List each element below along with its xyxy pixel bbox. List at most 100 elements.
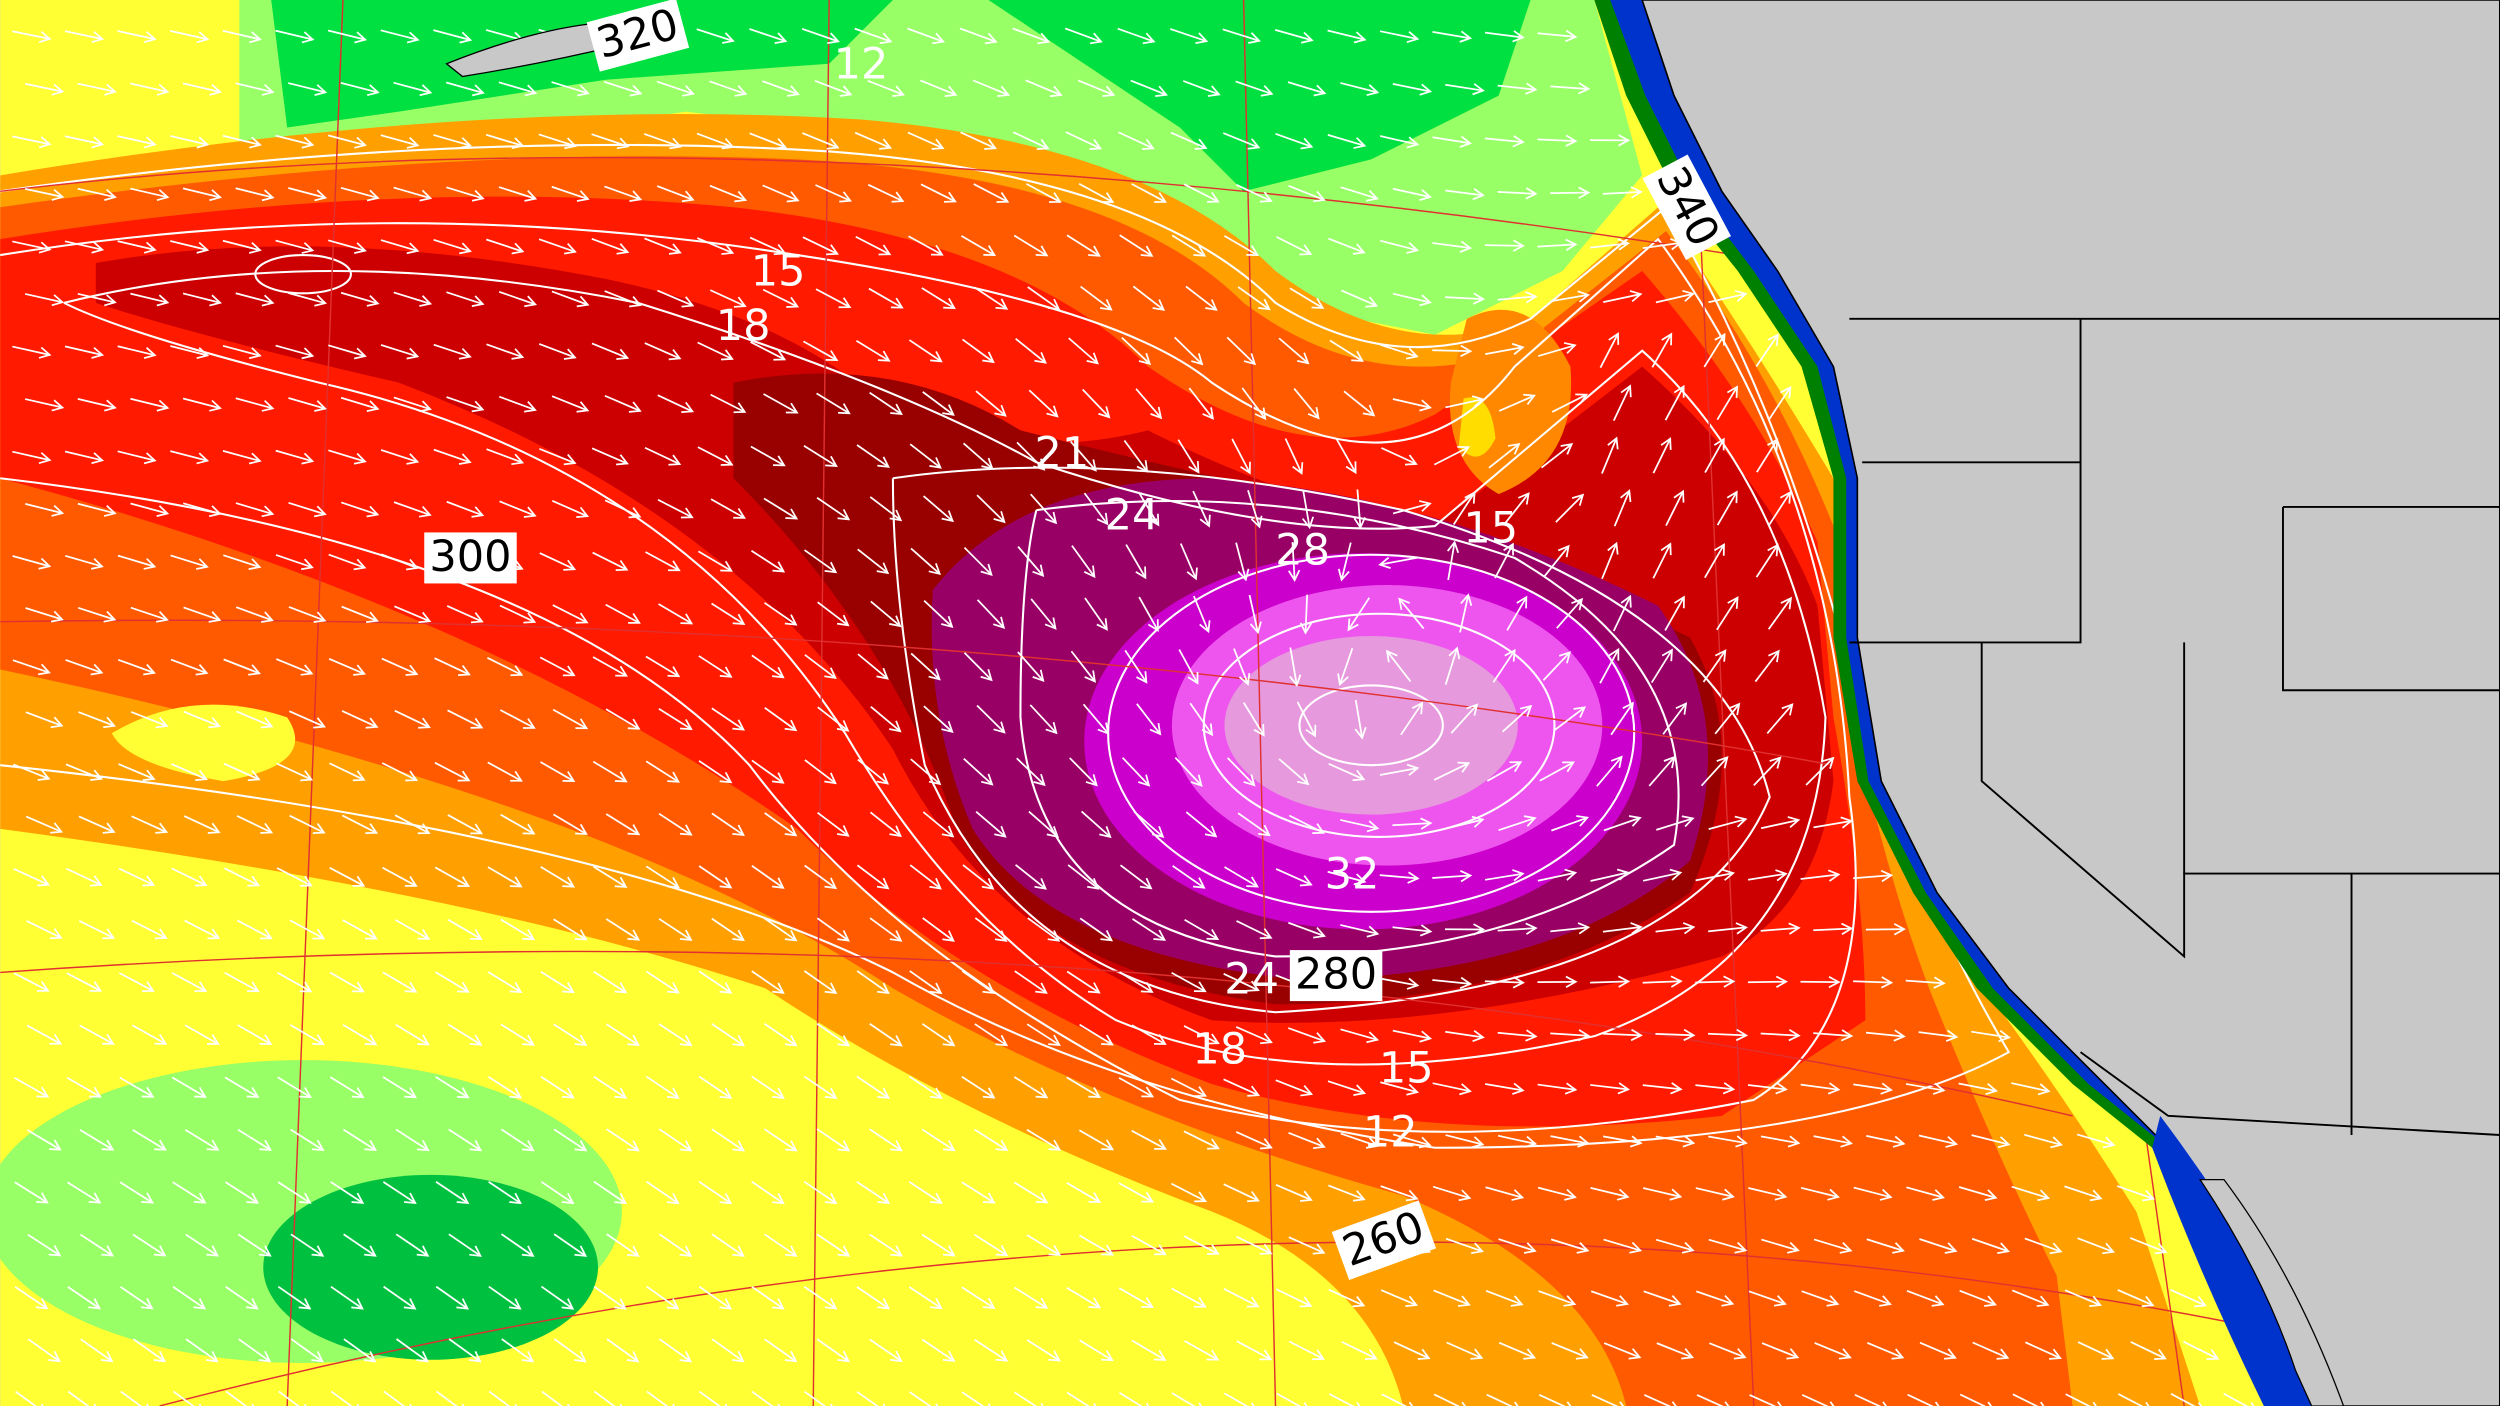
arrow-head	[418, 717, 431, 729]
arrow-shaft	[396, 1338, 429, 1363]
wind-arrow	[1340, 82, 1380, 97]
arrow-head	[628, 507, 642, 519]
wind-arrow	[658, 812, 693, 836]
arrow-head	[405, 770, 419, 782]
arrow-shaft	[910, 652, 941, 680]
arrow-head	[1147, 619, 1159, 632]
wind-arrow	[1958, 1082, 1999, 1096]
grid-label-text: 280	[1295, 950, 1377, 1000]
arrow-head	[351, 1192, 365, 1204]
arrow-head	[1246, 876, 1259, 888]
arrow-head	[928, 668, 941, 681]
wind-arrow	[1026, 1339, 1061, 1362]
arrow-head	[249, 136, 262, 149]
wind-arrow	[1610, 701, 1634, 736]
wind-arrow	[1906, 1290, 1945, 1307]
arrow-head	[1471, 1136, 1485, 1149]
wind-arrow	[1497, 922, 1538, 935]
wind-arrow	[1353, 489, 1366, 530]
arrow-shaft	[1801, 1394, 1829, 1406]
arrow-head	[49, 1139, 62, 1151]
arrow-shaft	[1169, 28, 1207, 43]
arrow-shaft	[117, 30, 156, 40]
arrow-shaft	[1708, 1238, 1746, 1252]
arrow-shaft	[1328, 237, 1365, 254]
wind-arrow	[1237, 812, 1271, 837]
arrow-head	[419, 400, 432, 413]
wind-arrow	[1026, 1023, 1061, 1046]
wind-arrow	[764, 917, 798, 942]
wind-arrow	[1380, 344, 1419, 360]
contour-label: 18	[1192, 1025, 1247, 1075]
arrow-shaft	[1177, 439, 1200, 473]
arrow-shaft	[908, 235, 943, 256]
arrow-shaft	[762, 80, 799, 96]
arrow-head	[1932, 1189, 1946, 1201]
arrow-head	[992, 616, 1006, 629]
arrow-shaft	[1550, 1238, 1588, 1252]
arrow-shaft	[222, 344, 261, 357]
arrow-shaft	[976, 494, 1005, 523]
wind-arrow	[487, 866, 523, 888]
arrow-head	[143, 558, 157, 570]
arrow-shaft	[593, 1075, 627, 1099]
arrow-shaft	[185, 1338, 218, 1363]
arrow-shaft	[485, 133, 524, 147]
arrow-shaft	[962, 864, 994, 890]
arrow-shaft	[1497, 1031, 1536, 1038]
wind-arrow	[1016, 441, 1046, 471]
arrow-head	[1206, 1244, 1220, 1255]
arrow-head	[155, 716, 169, 729]
arrow-head	[208, 716, 222, 729]
arrow-shaft	[764, 917, 797, 942]
wind-arrow	[64, 135, 105, 149]
wind-arrow	[380, 29, 420, 44]
wind-arrow	[802, 132, 840, 150]
arrow-shaft	[225, 1390, 248, 1406]
arrow-head	[1099, 826, 1112, 839]
arrow-shaft	[222, 29, 261, 41]
arrow-shaft	[921, 1338, 955, 1362]
arrow-head	[50, 716, 64, 729]
arrow-head	[982, 982, 996, 995]
arrow-head	[627, 929, 641, 941]
arrow-head	[1461, 1401, 1466, 1406]
arrow-head	[89, 875, 103, 887]
arrow-head	[1788, 1029, 1801, 1042]
wind-arrow	[908, 1181, 943, 1204]
arrow-shaft	[910, 547, 941, 575]
arrow-head	[561, 1192, 575, 1205]
arrow-head	[366, 84, 380, 97]
wind-arrow	[1121, 336, 1152, 366]
arrow-shaft	[922, 917, 954, 942]
arrow-shaft	[488, 1285, 521, 1310]
arrow-shaft	[77, 82, 116, 93]
arrow-shaft	[1275, 1079, 1312, 1095]
arrow-head	[944, 191, 957, 203]
arrow-shaft	[1555, 494, 1584, 523]
wind-arrow	[803, 1286, 838, 1310]
arrow-head	[784, 929, 798, 942]
wind-arrow	[1013, 1181, 1049, 1204]
arrow-head	[667, 982, 680, 994]
arrow-head	[1514, 1401, 1519, 1406]
arrow-shaft	[1590, 1187, 1629, 1198]
wind-arrow	[500, 1023, 535, 1046]
arrow-head	[942, 1350, 956, 1362]
wind-arrow	[1392, 1029, 1433, 1043]
wind-arrow	[1445, 923, 1486, 936]
contour-line	[0, 222, 1857, 1133]
arrow-head	[1822, 756, 1835, 769]
arrow-shaft	[605, 918, 640, 941]
wind-arrow	[870, 705, 902, 733]
arrow-shaft	[1498, 394, 1535, 412]
wind-arrow	[1702, 649, 1727, 683]
arrow-head	[837, 930, 850, 942]
arrow-shaft	[236, 919, 272, 940]
arrow-head	[417, 928, 431, 940]
wind-arrow	[1117, 27, 1156, 45]
arrow-head	[1307, 406, 1320, 420]
arrow-shaft	[172, 1286, 206, 1310]
arrow-shaft	[803, 1286, 837, 1310]
arrow-head	[1459, 30, 1473, 43]
